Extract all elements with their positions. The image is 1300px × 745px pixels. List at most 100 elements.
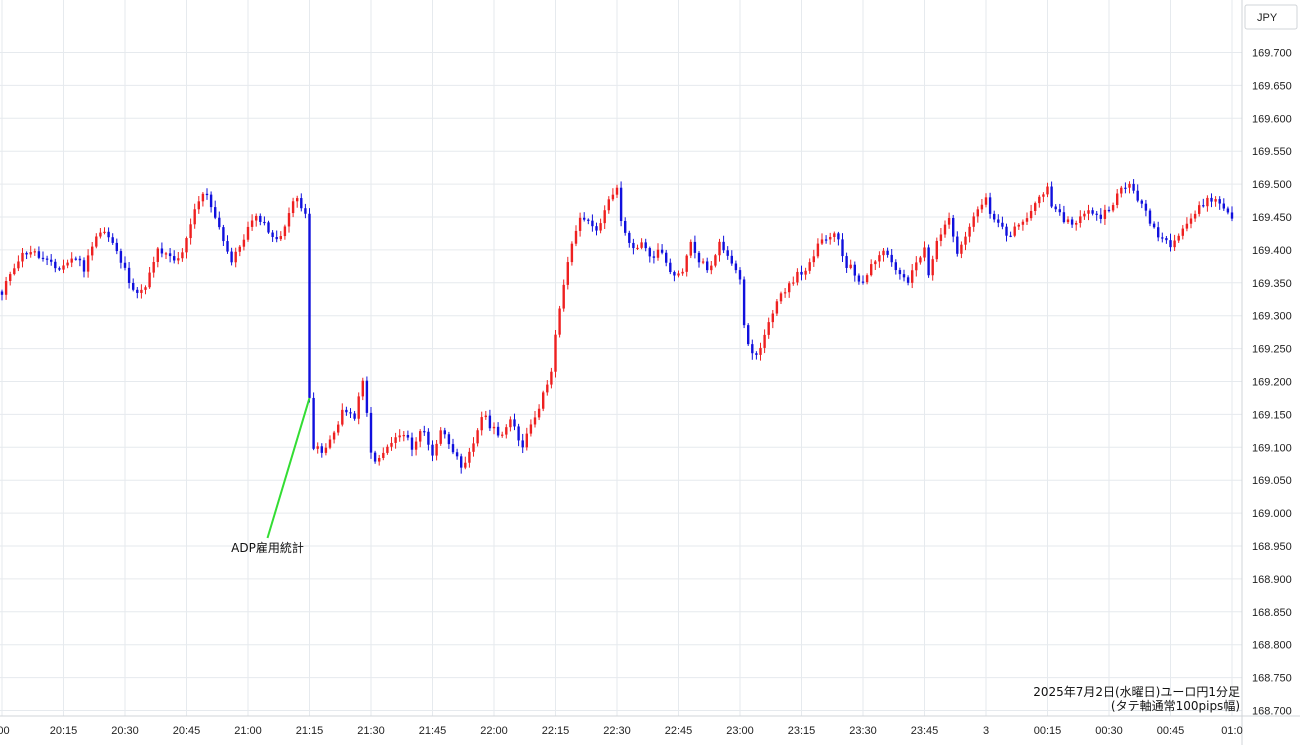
candle-body bbox=[1177, 235, 1180, 241]
candle-body bbox=[451, 444, 455, 453]
candle-body bbox=[562, 284, 565, 309]
candle-body bbox=[447, 434, 451, 445]
candle-body bbox=[1198, 205, 1201, 214]
candle-body bbox=[812, 256, 815, 263]
x-tick-label: 21:00 bbox=[234, 725, 262, 737]
y-tick-label: 169.600 bbox=[1252, 113, 1292, 125]
candle-body bbox=[939, 234, 943, 241]
y-tick-label: 168.950 bbox=[1252, 541, 1292, 553]
candle-body bbox=[529, 424, 533, 434]
candle-body bbox=[33, 251, 36, 253]
candle-body bbox=[304, 208, 307, 214]
y-tick-label: 168.750 bbox=[1252, 673, 1292, 685]
candle-body bbox=[427, 431, 430, 445]
candle-body bbox=[816, 243, 820, 257]
candle-body bbox=[37, 251, 41, 258]
candle-body bbox=[1230, 212, 1234, 219]
candle-body bbox=[1013, 226, 1016, 236]
x-tick-label: 20:45 bbox=[173, 725, 201, 737]
candle-body bbox=[160, 248, 164, 254]
candle-body bbox=[960, 244, 963, 254]
candle-body bbox=[341, 409, 344, 425]
candle-body bbox=[513, 419, 516, 427]
candle-body bbox=[492, 426, 496, 429]
candle-body bbox=[222, 227, 225, 242]
candle-body bbox=[1140, 200, 1143, 204]
x-tick-label: 01:0 bbox=[1221, 725, 1242, 737]
candle-body bbox=[214, 207, 217, 218]
x-tick-label: 20:30 bbox=[111, 725, 139, 737]
candle-body bbox=[689, 241, 692, 256]
x-tick-label: 20:15 bbox=[50, 725, 78, 737]
candle-body bbox=[788, 283, 791, 293]
candle-body bbox=[841, 239, 844, 257]
candle-body bbox=[136, 289, 139, 293]
candle-body bbox=[718, 241, 721, 256]
y-tick-labels: 169.700 169.650 169.600 169.550 169.500 169.4… bbox=[1252, 48, 1292, 718]
x-tick-label: 22:30 bbox=[603, 725, 631, 737]
y-tick-label: 169.050 bbox=[1252, 475, 1292, 487]
candle-body bbox=[328, 439, 332, 448]
candle-body bbox=[1099, 214, 1102, 219]
candle-body bbox=[730, 255, 733, 264]
candle-body bbox=[1210, 197, 1213, 202]
candle-body bbox=[779, 293, 783, 302]
candle-body bbox=[168, 253, 172, 257]
candle-body bbox=[140, 289, 143, 293]
candle-body bbox=[792, 282, 795, 284]
candle-body bbox=[123, 262, 127, 268]
candle-body bbox=[1144, 203, 1148, 211]
x-tick-label: 3 bbox=[983, 725, 989, 737]
candle-body bbox=[181, 252, 184, 259]
candle-body bbox=[177, 258, 180, 261]
candle-body bbox=[956, 236, 959, 254]
candle-body bbox=[1185, 223, 1189, 229]
time-axis[interactable]: :00 20:15 20:30 20:45 21:00 21:15 21:30 21:45 22… bbox=[0, 715, 1300, 737]
candle-body bbox=[82, 260, 86, 272]
candle-body bbox=[644, 242, 647, 249]
x-tick-label: 21:45 bbox=[419, 725, 447, 737]
candle-body bbox=[1136, 190, 1139, 201]
candle-body bbox=[911, 270, 914, 283]
price-axis[interactable]: JPY 169.700169.650169.600169.550169.5001… bbox=[1241, 0, 1300, 745]
candle-body bbox=[521, 440, 524, 448]
candle-body bbox=[1095, 213, 1098, 215]
candle-body bbox=[234, 251, 237, 263]
candle-body bbox=[394, 437, 397, 443]
candle-body bbox=[9, 274, 12, 282]
candle-body bbox=[91, 246, 94, 256]
candle-body bbox=[1066, 219, 1070, 223]
candle-body bbox=[886, 250, 889, 255]
candle-body bbox=[714, 255, 717, 266]
candle-body bbox=[915, 262, 918, 271]
candle-body bbox=[332, 432, 336, 440]
candle-body bbox=[1103, 209, 1107, 219]
candle-body bbox=[751, 344, 754, 354]
candle-body bbox=[919, 257, 922, 263]
candle-body bbox=[501, 434, 504, 436]
candle-body bbox=[279, 236, 282, 240]
x-tick-label: 00:30 bbox=[1095, 725, 1123, 737]
candle-body bbox=[1214, 199, 1217, 202]
caption-line-1: 2025年7月2日(水曜日)ユーロ円1分足 bbox=[1033, 685, 1240, 699]
candle-body bbox=[673, 272, 676, 276]
candle-body bbox=[1169, 240, 1172, 248]
y-tick-label: 169.200 bbox=[1252, 377, 1292, 389]
y-tick-label: 169.700 bbox=[1252, 48, 1292, 60]
candle-body bbox=[1050, 186, 1053, 207]
candle-body bbox=[747, 325, 750, 345]
candle-body bbox=[927, 247, 930, 276]
candle-body bbox=[488, 415, 492, 429]
candle-body bbox=[189, 224, 192, 239]
candle-body bbox=[95, 236, 98, 247]
candle-body bbox=[525, 433, 528, 448]
x-tick-label: 23:00 bbox=[726, 725, 754, 737]
candle-body bbox=[66, 262, 69, 266]
y-tick-label: 168.800 bbox=[1252, 640, 1292, 652]
candle-body bbox=[878, 255, 881, 262]
candle-body bbox=[701, 261, 705, 263]
candle-body bbox=[890, 254, 893, 263]
annotation-pointer-line bbox=[266, 397, 311, 539]
candle-body bbox=[1124, 187, 1127, 189]
x-tick-labels: :00 20:15 20:30 20:45 21:00 21:15 21:30 21:45 22… bbox=[0, 725, 1243, 737]
